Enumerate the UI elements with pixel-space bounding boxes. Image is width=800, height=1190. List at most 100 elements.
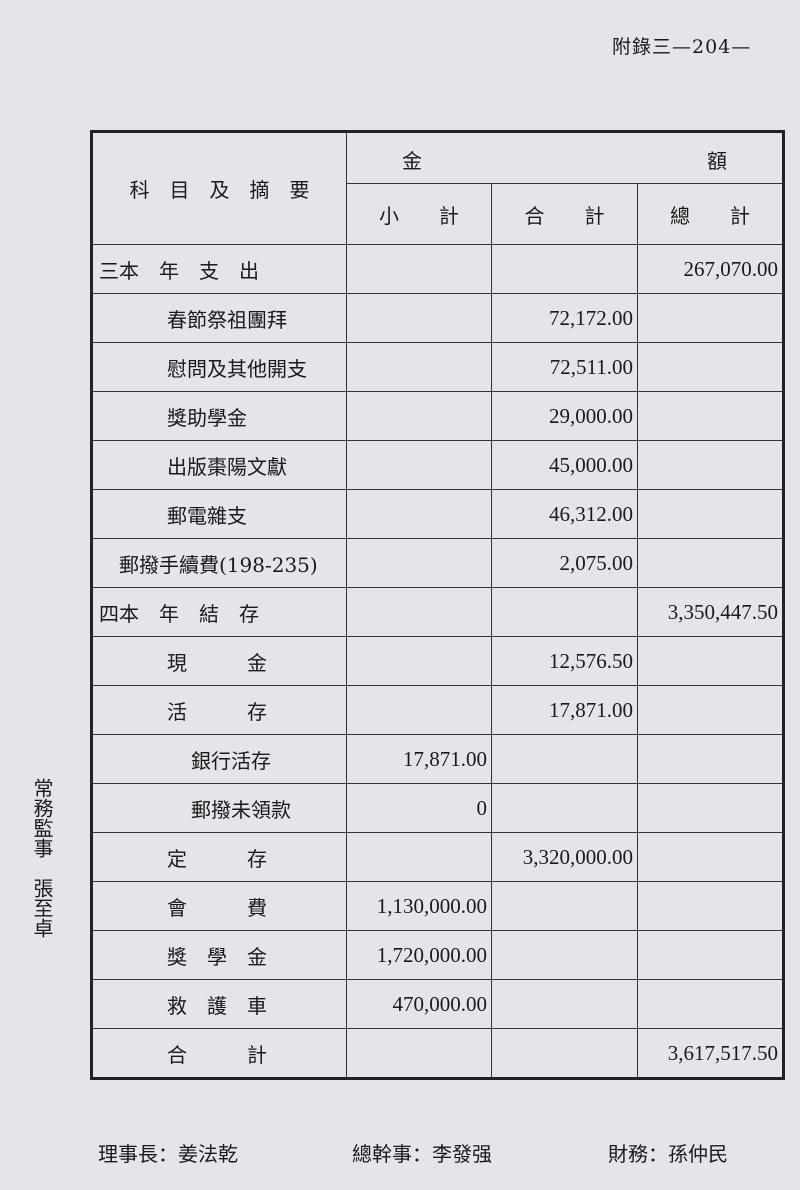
header-item-column: 科 目 及 摘 要 [91, 131, 347, 245]
header-row-1: 科 目 及 摘 要 金 額 [91, 131, 785, 245]
total-cell [491, 1028, 638, 1079]
grand-total-cell: 3,350,447.50 [636, 587, 785, 637]
table-row: 慰問及其他開支 72,511.00 [91, 342, 785, 392]
header-row-2: 小 計 合 計 總 計 [92, 183, 785, 245]
row-label: 合 計 [91, 1028, 347, 1079]
row-label: 春節祭祖團拜 [91, 293, 347, 343]
grand-total-cell [636, 783, 785, 833]
grand-total-cell [636, 881, 785, 931]
table-row: 郵撥手續費(198-235) 2,075.00 [91, 538, 785, 588]
header-amount-left: 金 [402, 149, 422, 173]
subtotal-cell [346, 293, 492, 343]
row-label: 郵撥手續費(198-235) [91, 538, 347, 588]
header-total: 合 計 [491, 183, 638, 245]
subtotal-cell: 1,720,000.00 [346, 930, 492, 980]
subtotal-cell [346, 832, 492, 882]
total-cell [491, 734, 638, 784]
subtotal-cell: 470,000.00 [346, 979, 492, 1029]
subtotal-cell [346, 244, 492, 294]
table-row: 三本 年 支 出 267,070.00 [91, 244, 785, 294]
page-number: 附錄三—204— [612, 36, 752, 58]
total-cell: 72,172.00 [491, 293, 638, 343]
grand-total-cell [636, 538, 785, 588]
grand-total-cell [636, 293, 785, 343]
header-amount: 金 額 [345, 131, 785, 184]
row-label: 郵電雜支 [91, 489, 347, 539]
subtotal-cell [346, 440, 492, 490]
total-cell: 46,312.00 [491, 489, 638, 539]
subtotal-cell [346, 587, 492, 637]
total-cell: 29,000.00 [491, 391, 638, 441]
subtotal-cell: 17,871.00 [346, 734, 492, 784]
row-label: 郵撥未領款 [91, 783, 347, 833]
subtotal-cell: 0 [346, 783, 492, 833]
table-row: 春節祭祖團拜 72,172.00 [91, 293, 785, 343]
total-cell [491, 244, 638, 294]
row-label: 會 費 [91, 881, 347, 931]
supervisor-note: 常務監事 張至卓 [30, 778, 54, 938]
grand-total-cell [636, 734, 785, 784]
row-label: 活 存 [91, 685, 347, 735]
table-row: 定 存 3,320,000.00 [91, 832, 785, 882]
table-row: 郵電雜支 46,312.00 [91, 489, 785, 539]
total-cell: 72,511.00 [491, 342, 638, 392]
table-row: 四本 年 結 存 3,350,447.50 [91, 587, 785, 637]
subtotal-cell [346, 342, 492, 392]
grand-total-cell [636, 489, 785, 539]
grand-total-cell [636, 342, 785, 392]
grand-total-cell [636, 930, 785, 980]
grand-total-cell [636, 391, 785, 441]
table-row: 獎助學金 29,000.00 [91, 391, 785, 441]
row-label: 慰問及其他開支 [91, 342, 347, 392]
subtotal-cell [346, 1028, 492, 1079]
table-row: 獎 學 金 1,720,000.00 [91, 930, 785, 980]
total-cell: 12,576.50 [491, 636, 638, 686]
total-cell: 17,871.00 [491, 685, 638, 735]
header-amount-right: 額 [707, 149, 727, 173]
row-label: 現 金 [91, 636, 347, 686]
total-cell: 45,000.00 [491, 440, 638, 490]
total-cell [491, 881, 638, 931]
row-label: 獎助學金 [91, 391, 347, 441]
table-row: 合 計 3,617,517.50 [91, 1028, 785, 1079]
subtotal-cell [346, 391, 492, 441]
subtotal-cell [346, 685, 492, 735]
financial-table: 科 目 及 摘 要 金 額 小 計 合 計 總 計 三本 年 支 出 267,07… [90, 130, 786, 1080]
table-row: 會 費 1,130,000.00 [91, 881, 785, 931]
table-row: 現 金 12,576.50 [91, 636, 785, 686]
header-grand-total: 總 計 [636, 183, 785, 245]
total-cell [491, 587, 638, 637]
footer-secretary-general: 總幹事：李發强 [352, 1142, 492, 1166]
grand-total-cell [636, 979, 785, 1029]
subtotal-cell [346, 538, 492, 588]
grand-total-cell [636, 636, 785, 686]
total-cell: 2,075.00 [491, 538, 638, 588]
total-cell: 3,320,000.00 [491, 832, 638, 882]
table-row: 救 護 車 470,000.00 [91, 979, 785, 1029]
total-cell [491, 930, 638, 980]
grand-total-cell [636, 440, 785, 490]
table-row: 郵撥未領款 0 [91, 783, 785, 833]
table-row: 活 存 17,871.00 [91, 685, 785, 735]
row-label: 出版棗陽文獻 [91, 440, 347, 490]
table-row: 出版棗陽文獻 45,000.00 [91, 440, 785, 490]
footer-chairman: 理事長：姜法乾 [98, 1142, 238, 1166]
subtotal-cell: 1,130,000.00 [346, 881, 492, 931]
grand-total-cell: 267,070.00 [636, 244, 785, 294]
subtotal-cell [346, 636, 492, 686]
grand-total-cell [636, 832, 785, 882]
grand-total-cell: 3,617,517.50 [636, 1028, 785, 1079]
total-cell [491, 783, 638, 833]
header-subtotal: 小 計 [346, 183, 492, 245]
grand-total-cell [636, 685, 785, 735]
subtotal-cell [346, 489, 492, 539]
row-label: 三本 年 支 出 [91, 244, 347, 294]
row-label: 四本 年 結 存 [91, 587, 347, 637]
row-label: 救 護 車 [91, 979, 347, 1029]
footer-treasurer: 財務：孫仲民 [608, 1142, 728, 1166]
row-label: 銀行活存 [91, 734, 347, 784]
row-label: 定 存 [91, 832, 347, 882]
table-row: 銀行活存 17,871.00 [91, 734, 785, 784]
row-label: 獎 學 金 [91, 930, 347, 980]
total-cell [491, 979, 638, 1029]
